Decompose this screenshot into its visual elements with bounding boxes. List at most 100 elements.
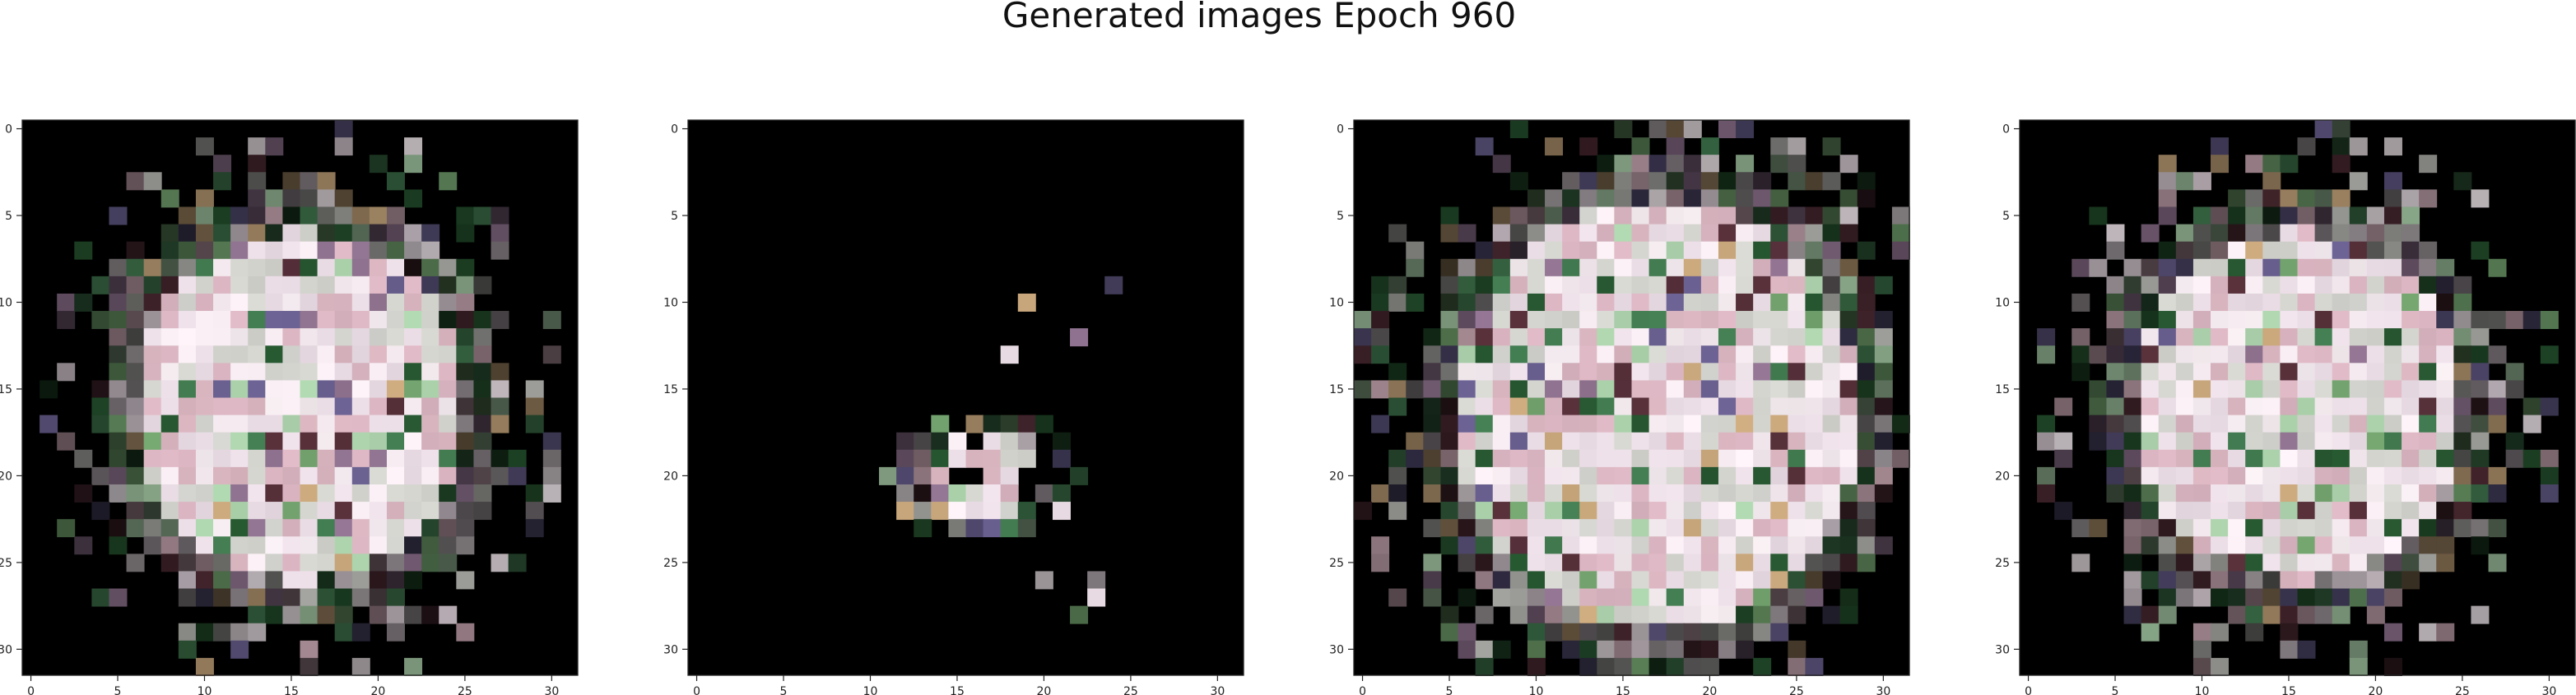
image-pixel [195, 293, 214, 312]
image-pixel [369, 484, 388, 503]
image-pixel [1683, 623, 1702, 642]
image-pixel [1631, 657, 1650, 676]
image-pixel [2314, 484, 2333, 503]
image-pixel [1527, 519, 1546, 538]
image-pixel [2211, 536, 2230, 555]
image-pixel [74, 241, 93, 260]
image-pixel [2366, 293, 2385, 312]
image-pixel [948, 502, 967, 521]
image-pixel [1839, 206, 1858, 225]
image-pixel [248, 380, 267, 399]
image-pixel [1631, 519, 1650, 538]
image-pixel [1614, 605, 1633, 624]
image-pixel [1753, 466, 1772, 485]
image-pixel [2141, 363, 2160, 382]
image-pixel [2297, 588, 2316, 607]
image-pixel [2383, 189, 2402, 208]
image-pixel [473, 380, 492, 399]
y-tick-label: 10 [0, 296, 12, 309]
image-pixel [2383, 137, 2402, 156]
image-pixel [2106, 449, 2125, 468]
image-pixel [109, 397, 128, 416]
image-pixel [1614, 241, 1633, 260]
image-pixel [2228, 345, 2247, 364]
image-pixel [317, 588, 336, 607]
image-pixel [1805, 345, 1824, 364]
image-pixel [1718, 258, 1737, 277]
image-pixel [2141, 345, 2160, 364]
image-pixel [300, 657, 319, 676]
image-pixel [1597, 206, 1616, 225]
image-pixel [1458, 345, 1476, 364]
y-tick-label: 5 [671, 210, 678, 223]
image-pixel [1388, 484, 1407, 503]
image-pixel [2245, 432, 2264, 451]
image-pixel [2314, 311, 2333, 330]
image-pixel [282, 276, 301, 294]
image-pixel [2211, 415, 2230, 433]
image-pixel [1736, 432, 1755, 451]
image-pixel [1614, 120, 1633, 138]
image-pixel [1822, 571, 1841, 590]
image-pixel [1545, 536, 1564, 555]
image-pixel [1579, 311, 1598, 330]
image-pixel [1666, 432, 1685, 451]
image-pixel [404, 380, 423, 399]
image-pixel [1458, 449, 1476, 468]
image-pixel [1631, 328, 1650, 347]
image-pixel [1388, 449, 1407, 468]
image-pixel [2471, 536, 2490, 555]
image-pixel [1753, 554, 1772, 572]
image-pixel [2228, 519, 2247, 538]
image-pixel [1736, 380, 1755, 399]
image-pixel [1597, 623, 1616, 642]
image-pixel [109, 311, 128, 330]
image-pixel [1509, 605, 1528, 624]
image-pixel [2349, 536, 2368, 555]
image-pixel [914, 449, 932, 468]
image-pixel [1736, 293, 1755, 312]
image-pixel [2332, 224, 2350, 243]
image-pixel [351, 397, 370, 416]
image-pixel [369, 276, 388, 294]
image-pixel [2071, 345, 2090, 364]
image-pixel [195, 466, 214, 485]
image-pixel [2453, 380, 2472, 399]
image-pixel [1805, 554, 1824, 572]
image-pixel [1839, 293, 1858, 312]
image-pixel [2211, 588, 2230, 607]
image-pixel [1087, 571, 1106, 590]
image-pixel [1753, 588, 1772, 607]
image-pixel [1857, 519, 1876, 538]
image-pixel [1509, 397, 1528, 416]
image-pixel [2314, 415, 2333, 433]
image-pixel [2366, 432, 2385, 451]
image-pixel [2245, 605, 2264, 624]
image-pixel [2123, 449, 2142, 468]
image-pixel [1440, 466, 1459, 485]
image-pixel [213, 155, 232, 174]
image-pixel [1700, 155, 1719, 174]
image-pixel [282, 380, 301, 399]
image-pixel [160, 328, 179, 347]
image-pixel [351, 571, 370, 590]
image-pixel [1388, 293, 1407, 312]
image-pixel [2141, 484, 2160, 503]
image-pixel [2192, 502, 2211, 521]
image-pixel [1509, 519, 1528, 538]
image-pixel [1614, 328, 1633, 347]
image-pixel [1718, 415, 1737, 433]
image-pixel [230, 224, 249, 243]
image-pixel [1527, 466, 1546, 485]
image-pixel [2123, 328, 2142, 347]
image-pixel [456, 328, 475, 347]
image-pixel [1736, 623, 1755, 642]
image-pixel [2037, 328, 2056, 347]
image-pixel [2383, 466, 2402, 485]
image-pixel [1579, 328, 1598, 347]
image-pixel [2419, 397, 2438, 416]
image-pixel [2314, 449, 2333, 468]
image-pixel [2245, 224, 2264, 243]
image-pixel [143, 363, 162, 382]
image-pixel [2158, 380, 2177, 399]
